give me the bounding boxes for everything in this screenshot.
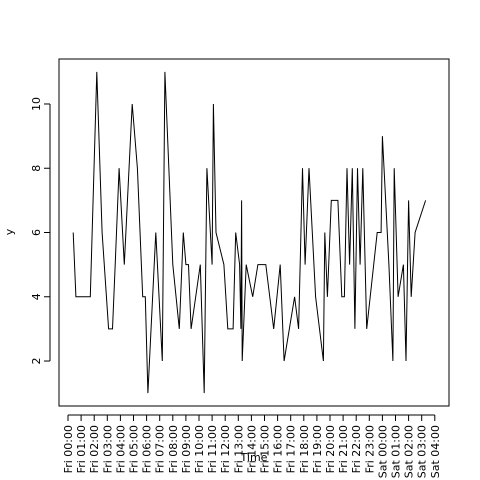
x-tick-label: Fri 02:00 — [88, 425, 101, 473]
x-axis: Fri 00:00 Fri 01:00 Fri 02:00 Fri 03:00 Fri … — [62, 414, 442, 478]
x-tick-label: Fri 18:00 — [298, 425, 311, 473]
x-tick-label: Fri 08:00 — [167, 425, 180, 473]
x-tick-label: Fri 01:00 — [75, 425, 88, 473]
x-tick-label: Fri 12:00 — [219, 425, 232, 473]
x-tick-label: Fri 20:00 — [324, 425, 337, 473]
x-tick-label: Fri 03:00 — [101, 425, 114, 473]
x-tick-label: Fri 16:00 — [272, 425, 285, 473]
x-tick-label: Fri 17:00 — [285, 425, 298, 473]
x-tick-label: Fri 09:00 — [180, 425, 193, 473]
x-tick-label: Fri 23:00 — [363, 425, 376, 473]
x-tick-label: Sat 02:00 — [403, 425, 416, 478]
x-tick-label: Fri 11:00 — [206, 425, 219, 473]
series-line — [72, 71, 427, 394]
y-axis: 2 4 6 8 10 — [30, 97, 51, 365]
x-tick-label: Fri 14:00 — [245, 425, 258, 473]
x-tick-label: Sat 00:00 — [376, 425, 389, 478]
x-tick-label: Fri 21:00 — [337, 425, 350, 473]
x-tick-label: Fri 00:00 — [62, 425, 75, 473]
y-tick-label: 6 — [30, 229, 43, 236]
y-tick-label: 8 — [30, 165, 43, 172]
x-tick-label: Sat 04:00 — [429, 425, 442, 478]
x-tick-label: Fri 22:00 — [350, 425, 363, 473]
y-tick-label: 2 — [30, 358, 43, 365]
x-tick-label: Fri 05:00 — [128, 425, 141, 473]
plot-area-border — [58, 58, 450, 407]
x-tick-label: Fri 15:00 — [259, 425, 272, 473]
x-tick-label: Fri 06:00 — [141, 425, 154, 473]
x-tick-label: Fri 10:00 — [193, 425, 206, 473]
x-tick-label: Sat 01:00 — [390, 425, 403, 478]
y-axis-title: y — [3, 228, 16, 235]
y-tick-label: 10 — [30, 97, 43, 111]
series-group — [72, 71, 427, 394]
x-tick-label: Fri 04:00 — [114, 425, 127, 473]
x-axis-title: Time — [240, 451, 268, 464]
x-tick-label: Fri 13:00 — [232, 425, 245, 473]
x-tick-label: Fri 07:00 — [154, 425, 167, 473]
y-tick-label: 4 — [30, 293, 43, 300]
x-tick-label: Fri 19:00 — [311, 425, 324, 473]
x-tick-label: Sat 03:00 — [416, 425, 429, 478]
